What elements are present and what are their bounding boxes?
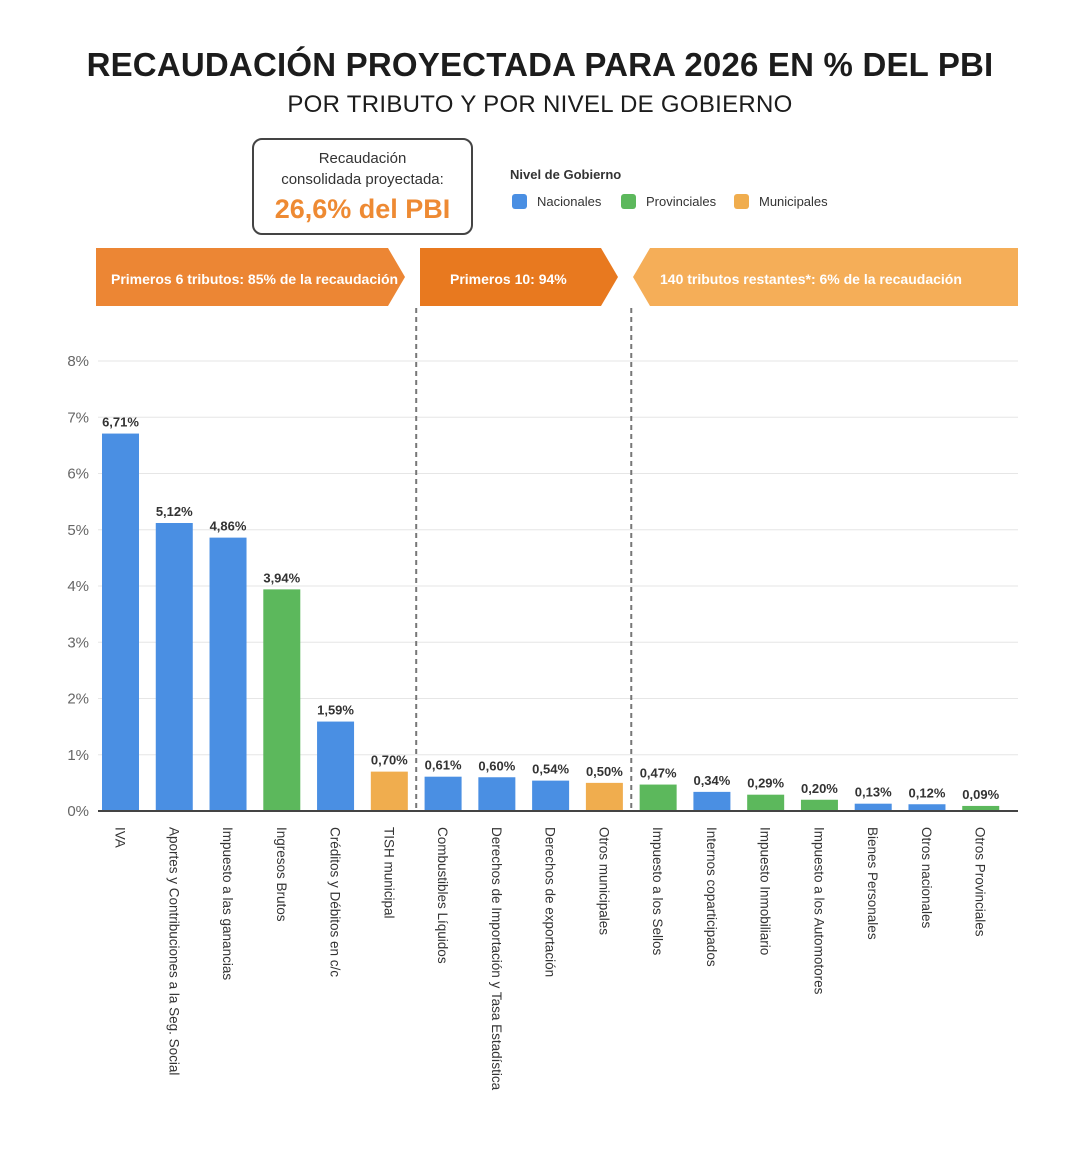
bar-value-label: 0,61% xyxy=(425,758,462,773)
x-category-label: Otros municipales xyxy=(596,827,611,935)
bar xyxy=(747,794,785,811)
bar-value-label: 0,13% xyxy=(855,785,892,800)
bar xyxy=(424,776,462,811)
x-category-label: Ingresos Brutos xyxy=(274,827,289,922)
bar-value-label: 5,12% xyxy=(156,504,193,519)
bar xyxy=(908,804,946,811)
chart-bars xyxy=(102,433,1000,811)
bar xyxy=(155,523,193,811)
bar-value-label: 0,54% xyxy=(532,762,569,777)
banner-rest-label: 140 tributos restantes*: 6% de la recaud… xyxy=(660,271,962,287)
bar-value-label: 0,09% xyxy=(962,787,999,802)
bar xyxy=(370,771,408,811)
y-tick-label: 7% xyxy=(67,409,89,426)
legend-title: Nivel de Gobierno xyxy=(510,167,622,182)
bar-value-label: 4,86% xyxy=(210,519,247,534)
page-title: RECAUDACIÓN PROYECTADA PARA 2026 EN % DE… xyxy=(86,46,994,83)
x-category-label: IVA xyxy=(113,827,128,848)
callout-label-line1: Recaudación xyxy=(318,150,407,167)
legend-item-municipales: Municipales xyxy=(734,194,828,209)
legend-swatch-provinciales xyxy=(621,194,636,209)
x-category-label: TISH municipal xyxy=(381,827,396,919)
bar-value-label: 0,29% xyxy=(747,776,784,791)
y-axis-ticks: 0% 1% 2% 3% 4% 5% 6% 7% 8% xyxy=(67,353,89,820)
x-category-label: Internos coparticipados xyxy=(704,827,719,967)
legend-swatch-municipales xyxy=(734,194,749,209)
bar-value-label: 3,94% xyxy=(263,570,300,585)
legend-swatch-nacionales xyxy=(512,194,527,209)
legend-label-nacionales: Nacionales xyxy=(537,194,602,209)
y-tick-label: 5% xyxy=(67,522,89,539)
legend-item-provinciales: Provinciales xyxy=(621,194,716,209)
x-category-label: Combustibles Líquidos xyxy=(435,827,450,964)
x-category-label: Impuesto a las ganancias xyxy=(220,827,235,980)
banner-top6-arrow xyxy=(96,248,405,306)
bar xyxy=(585,782,623,811)
bar xyxy=(102,433,139,811)
legend-label-provinciales: Provinciales xyxy=(646,194,717,209)
bar xyxy=(263,589,301,811)
bar xyxy=(478,777,516,811)
x-category-label: Impuesto Inmobiliario xyxy=(758,827,773,955)
bar-value-label: 0,34% xyxy=(693,773,730,788)
bar-value-label: 0,47% xyxy=(640,766,677,781)
bar xyxy=(962,805,1000,811)
bar xyxy=(209,537,247,811)
y-tick-label: 2% xyxy=(67,691,89,708)
banner-rest-arrow xyxy=(633,248,1018,306)
y-tick-label: 1% xyxy=(67,747,89,764)
chart-gridlines xyxy=(98,360,1018,756)
y-tick-label: 6% xyxy=(67,466,89,483)
y-tick-label: 0% xyxy=(67,803,89,820)
bar-value-label: 6,71% xyxy=(102,415,139,430)
legend-label-municipales: Municipales xyxy=(759,194,828,209)
page-subtitle: POR TRIBUTO Y POR NIVEL DE GOBIERNO xyxy=(287,91,793,118)
bar-value-label: 0,50% xyxy=(586,764,623,779)
bar xyxy=(800,799,838,811)
bar-value-label: 0,60% xyxy=(478,758,515,773)
x-category-label: Impuesto a los Automotores xyxy=(811,827,826,995)
x-axis-labels: IVA Aportes y Contribuciones a la Seg. So… xyxy=(113,827,988,1091)
x-category-label: Derechos de exportación xyxy=(543,827,558,977)
legend-item-nacionales: Nacionales xyxy=(512,194,601,209)
group-dividers xyxy=(415,308,633,811)
banner-top6-label: Primeros 6 tributos: 85% de la recaudaci… xyxy=(111,271,398,287)
x-category-label: Aportes y Contribuciones a la Seg. Socia… xyxy=(166,827,181,1075)
x-category-label: Otros Provinciales xyxy=(973,827,988,937)
callout-value: 26,6% del PBI xyxy=(274,194,451,224)
banner-top10-arrow xyxy=(420,248,618,306)
x-category-label: Créditos y Débitos en c/c xyxy=(328,827,343,977)
bar-value-label: 0,20% xyxy=(801,781,838,796)
banner-top10-label: Primeros 10: 94% xyxy=(450,271,567,287)
bar-value-label: 1,59% xyxy=(317,703,354,718)
total-collection-callout: Recaudación consolidada proyectada: 26,6… xyxy=(252,138,473,235)
y-tick-label: 3% xyxy=(67,634,89,651)
bar xyxy=(639,784,677,811)
bar-value-label: 0,70% xyxy=(371,753,408,768)
x-category-label: Otros nacionales xyxy=(919,827,934,929)
bar xyxy=(317,721,355,811)
bar-value-label: 0,12% xyxy=(909,785,946,800)
bar xyxy=(854,803,892,811)
callout-label-line2: consolidada proyectada: xyxy=(281,171,444,188)
x-category-label: Derechos de Importación y Tasa Estadísti… xyxy=(489,827,504,1091)
y-tick-label: 4% xyxy=(67,578,89,595)
x-category-label: Impuesto a los Sellos xyxy=(650,827,665,956)
y-tick-label: 8% xyxy=(67,353,89,370)
bar-value-labels: 6,71% 5,12% 4,86% 3,94% 1,59% 0,70% 0,61% 0,60%… xyxy=(102,415,1000,802)
bar xyxy=(532,780,570,811)
x-category-label: Bienes Personales xyxy=(865,827,880,940)
bar xyxy=(693,791,731,811)
